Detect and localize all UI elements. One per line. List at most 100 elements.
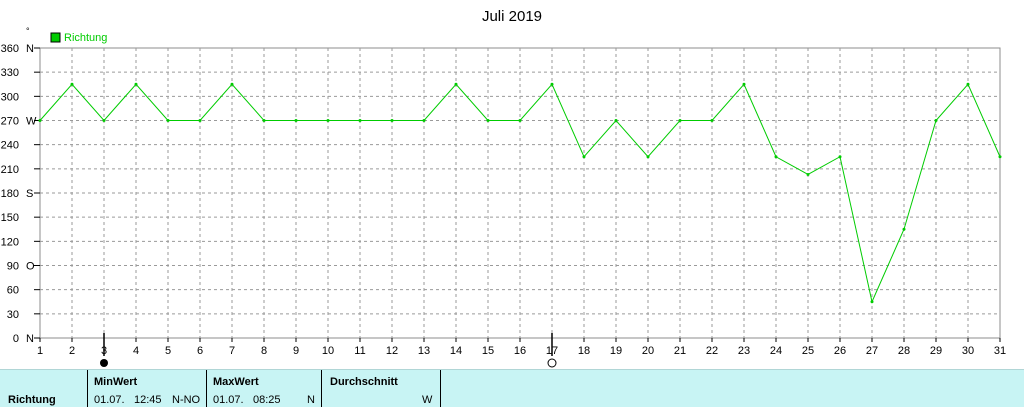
data-point bbox=[934, 119, 938, 122]
x-tick-label: 18 bbox=[578, 345, 590, 357]
data-point bbox=[774, 155, 778, 159]
x-tick-label: 4 bbox=[133, 345, 139, 357]
y-tick-direction: N bbox=[26, 43, 34, 55]
minwert-date: 01.07. bbox=[94, 394, 125, 406]
minwert-header: MinWert bbox=[94, 376, 138, 388]
x-tick-label: 30 bbox=[962, 345, 974, 357]
durchschnitt-header: Durchschnitt bbox=[330, 376, 398, 388]
y-unit-label: ° bbox=[26, 26, 30, 36]
data-point bbox=[902, 227, 906, 231]
x-tick-label: 2 bbox=[69, 345, 75, 357]
minwert-value: N-NO bbox=[172, 394, 201, 406]
footer-divider bbox=[440, 370, 441, 407]
x-tick-label: 6 bbox=[197, 345, 203, 357]
x-tick-label: 10 bbox=[322, 345, 334, 357]
x-tick-label: 24 bbox=[770, 345, 782, 357]
data-point bbox=[806, 172, 810, 176]
footer-divider bbox=[206, 370, 207, 407]
data-point bbox=[614, 119, 618, 122]
data-point bbox=[646, 155, 650, 159]
x-tick-label: 31 bbox=[994, 345, 1006, 357]
minwert-cell: MinWert 01.07. 12:45 N-NO bbox=[88, 370, 206, 407]
y-tick-label: 30 bbox=[7, 309, 19, 321]
data-point bbox=[422, 119, 426, 122]
data-point bbox=[390, 119, 394, 122]
data-point bbox=[294, 119, 298, 122]
x-tick-label: 27 bbox=[866, 345, 878, 357]
x-tick-label: 1 bbox=[37, 345, 43, 357]
y-tick-direction: O bbox=[26, 261, 35, 273]
y-tick-direction: W bbox=[26, 116, 37, 128]
durchschnitt-value: W bbox=[422, 394, 433, 406]
data-point bbox=[102, 119, 106, 122]
y-tick-label: 360 bbox=[1, 43, 19, 55]
legend-label: Richtung bbox=[64, 32, 107, 44]
y-tick-label: 210 bbox=[1, 164, 19, 176]
x-tick-label: 15 bbox=[482, 345, 494, 357]
x-tick-label: 25 bbox=[802, 345, 814, 357]
x-tick-label: 16 bbox=[514, 345, 526, 357]
data-point bbox=[486, 119, 490, 122]
y-tick-label: 90 bbox=[7, 261, 19, 273]
data-point bbox=[966, 82, 970, 86]
footer-stats: Richtung MinWert 01.07. 12:45 N-NO MaxWe… bbox=[0, 369, 1024, 407]
x-tick-label: 29 bbox=[930, 345, 942, 357]
y-tick-label: 120 bbox=[1, 236, 19, 248]
x-tick-label: 12 bbox=[386, 345, 398, 357]
data-point bbox=[326, 119, 330, 122]
y-tick-label: 300 bbox=[1, 91, 19, 103]
data-point bbox=[454, 82, 458, 86]
x-tick-label: 23 bbox=[738, 345, 750, 357]
maxwert-time: 08:25 bbox=[253, 394, 281, 406]
y-tick-label: 60 bbox=[7, 285, 19, 297]
y-tick-label: 180 bbox=[1, 188, 19, 200]
x-tick-label: 5 bbox=[165, 345, 171, 357]
moon-new-icon bbox=[547, 358, 557, 368]
x-tick-label: 9 bbox=[293, 345, 299, 357]
footer-divider bbox=[87, 370, 88, 407]
x-axis: 1234567891011121314151617181920212223242… bbox=[37, 338, 1006, 357]
maxwert-date: 01.07. bbox=[213, 394, 244, 406]
moon-full-icon bbox=[100, 359, 108, 367]
legend-swatch bbox=[50, 32, 61, 43]
maxwert-cell: MaxWert 01.07. 08:25 N bbox=[207, 370, 321, 407]
chart-title: Juli 2019 bbox=[482, 8, 542, 25]
data-point bbox=[838, 155, 842, 159]
x-tick-label: 19 bbox=[610, 345, 622, 357]
x-tick-label: 20 bbox=[642, 345, 654, 357]
data-point bbox=[134, 82, 138, 86]
data-point bbox=[870, 300, 874, 304]
y-tick-direction: N bbox=[26, 333, 34, 345]
x-tick-label: 22 bbox=[706, 345, 718, 357]
x-tick-label: 26 bbox=[834, 345, 846, 357]
data-point bbox=[710, 119, 714, 122]
data-point bbox=[582, 155, 586, 159]
data-point bbox=[262, 119, 266, 122]
data-point bbox=[38, 119, 42, 122]
data-point bbox=[358, 119, 362, 122]
y-tick-label: 240 bbox=[1, 140, 19, 152]
y-tick-label: 270 bbox=[1, 116, 19, 128]
data-point bbox=[198, 119, 202, 122]
data-point bbox=[998, 155, 1002, 159]
x-tick-label: 7 bbox=[229, 345, 235, 357]
data-point bbox=[70, 82, 74, 86]
markers bbox=[100, 333, 557, 368]
data-point bbox=[230, 82, 234, 86]
maxwert-header: MaxWert bbox=[213, 376, 259, 388]
y-tick-direction: S bbox=[26, 188, 33, 200]
minwert-time: 12:45 bbox=[134, 394, 162, 406]
durchschnitt-cell: Durchschnitt W bbox=[322, 370, 440, 407]
data-point bbox=[550, 82, 554, 86]
footer-label: Richtung bbox=[8, 394, 56, 406]
y-tick-label: 150 bbox=[1, 212, 19, 224]
y-tick-label: 330 bbox=[1, 67, 19, 79]
x-tick-label: 14 bbox=[450, 345, 462, 357]
x-tick-label: 21 bbox=[674, 345, 686, 357]
x-tick-label: 13 bbox=[418, 345, 430, 357]
footer-divider bbox=[321, 370, 322, 407]
grid bbox=[40, 48, 1000, 338]
data-point bbox=[678, 119, 682, 122]
